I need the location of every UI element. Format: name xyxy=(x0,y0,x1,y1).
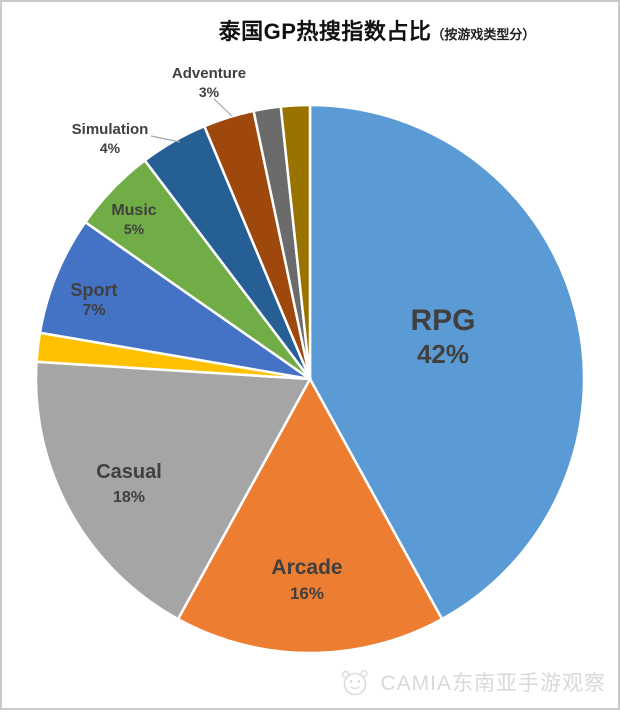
label-adventure: Adventure 3% xyxy=(172,64,246,102)
label-adventure-name: Adventure xyxy=(171,65,247,82)
label-adventure-pct: 3% xyxy=(198,84,220,100)
label-music: Music 5% xyxy=(111,201,156,239)
pie-slices xyxy=(34,103,586,655)
chart-title-subtitle: （按游戏类型分） xyxy=(431,27,536,42)
label-music-pct: 5% xyxy=(123,221,145,237)
label-arcade-pct: 16% xyxy=(289,584,325,603)
label-music-name: Music xyxy=(111,202,157,219)
label-rpg-name: RPG xyxy=(410,304,476,337)
label-simulation-pct: 4% xyxy=(99,140,121,156)
watermark-text: CAMIA东南亚手游观察 xyxy=(380,672,606,695)
pie-slice-casual xyxy=(34,360,313,621)
simulation-leader-line xyxy=(150,135,181,143)
label-sport-name: Sport xyxy=(70,280,118,300)
label-rpg: RPG 42% xyxy=(410,304,475,370)
chart-title: 泰国GP热搜指数占比（按游戏类型分） xyxy=(132,14,620,46)
mascot-face-icon xyxy=(342,669,369,696)
label-simulation: Simulation 4% xyxy=(72,121,149,157)
pie-slice-other-9 xyxy=(279,103,312,380)
pie-slice-rpg xyxy=(308,103,586,621)
adventure-leader-line xyxy=(213,98,233,117)
pie-slice-sport xyxy=(38,220,311,381)
label-rpg-pct: 42% xyxy=(416,339,470,369)
label-sport: Sport 7% xyxy=(71,279,118,321)
label-casual-pct: 18% xyxy=(112,489,146,506)
chart-title-main: 泰国GP热搜指数占比 xyxy=(218,19,432,44)
label-casual: Casual 18% xyxy=(96,460,162,510)
label-casual-name: Casual xyxy=(96,461,162,483)
label-arcade: Arcade 16% xyxy=(271,555,342,606)
label-arcade-name: Arcade xyxy=(271,556,343,579)
label-simulation-name: Simulation xyxy=(71,121,149,138)
pie-slice-arcade xyxy=(176,376,444,655)
label-sport-pct: 7% xyxy=(82,302,106,319)
watermark: CAMIA东南亚手游观察 xyxy=(336,666,606,698)
